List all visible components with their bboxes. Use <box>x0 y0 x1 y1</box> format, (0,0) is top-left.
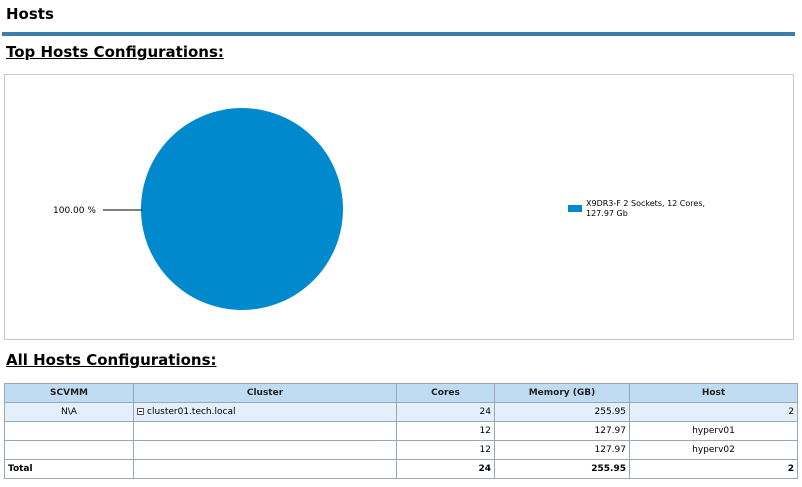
total-cores: 24 <box>396 459 495 479</box>
cell-memory: 127.97 <box>494 421 630 441</box>
legend-swatch <box>568 205 582 212</box>
table-row[interactable]: N\A cluster01.tech.local 24 255.95 2 <box>4 402 798 422</box>
legend-label-line-1: X9DR3-F 2 Sockets, 12 Cores, <box>586 199 705 208</box>
hosts-table: SCVMM Cluster Cores Memory (GB) Host N\A… <box>4 383 798 479</box>
cell-scvmm: N\A <box>4 402 134 422</box>
cell-cores: 12 <box>396 421 495 441</box>
cluster-name: cluster01.tech.local <box>147 407 236 417</box>
cell-cluster <box>133 440 397 460</box>
column-header-memory[interactable]: Memory (GB) <box>494 383 630 403</box>
cell-cluster <box>133 421 397 441</box>
cell-scvmm <box>4 421 134 441</box>
cell-memory: 255.95 <box>494 402 630 422</box>
cell-cores: 24 <box>396 402 495 422</box>
total-label: Total <box>4 459 134 479</box>
cell-host: 2 <box>629 402 798 422</box>
pie-chart: 100.00 % X9DR3-F 2 Sockets, 12 Cores, 12… <box>53 108 705 310</box>
cell-cluster: cluster01.tech.local <box>133 402 397 422</box>
all-hosts-section-title: All Hosts Configurations: <box>6 351 217 369</box>
pie-value-label: 100.00 % <box>53 206 96 216</box>
cell-memory: 127.97 <box>494 440 630 460</box>
total-memory: 255.95 <box>494 459 630 479</box>
cell-scvmm <box>4 440 134 460</box>
title-divider <box>2 32 795 36</box>
total-cluster <box>133 459 397 479</box>
collapse-icon[interactable] <box>137 408 144 415</box>
cell-cores: 12 <box>396 440 495 460</box>
page-title: Hosts <box>6 5 54 23</box>
top-hosts-section-title: Top Hosts Configurations: <box>6 43 224 61</box>
cell-host: hyperv02 <box>629 440 798 460</box>
legend-label-line-2: 127.97 Gb <box>586 209 628 218</box>
table-total-row: Total 24 255.95 2 <box>4 459 798 479</box>
column-header-cores[interactable]: Cores <box>396 383 495 403</box>
column-header-host[interactable]: Host <box>629 383 798 403</box>
table-row[interactable]: 12 127.97 hyperv02 <box>4 440 798 460</box>
cell-host: hyperv01 <box>629 421 798 441</box>
table-row[interactable]: 12 127.97 hyperv01 <box>4 421 798 441</box>
pie-slice[interactable] <box>141 108 343 310</box>
column-header-scvmm[interactable]: SCVMM <box>4 383 134 403</box>
pie-chart-panel: 100.00 % X9DR3-F 2 Sockets, 12 Cores, 12… <box>4 74 794 340</box>
total-host: 2 <box>629 459 798 479</box>
column-header-cluster[interactable]: Cluster <box>133 383 397 403</box>
table-header-row: SCVMM Cluster Cores Memory (GB) Host <box>4 383 798 403</box>
